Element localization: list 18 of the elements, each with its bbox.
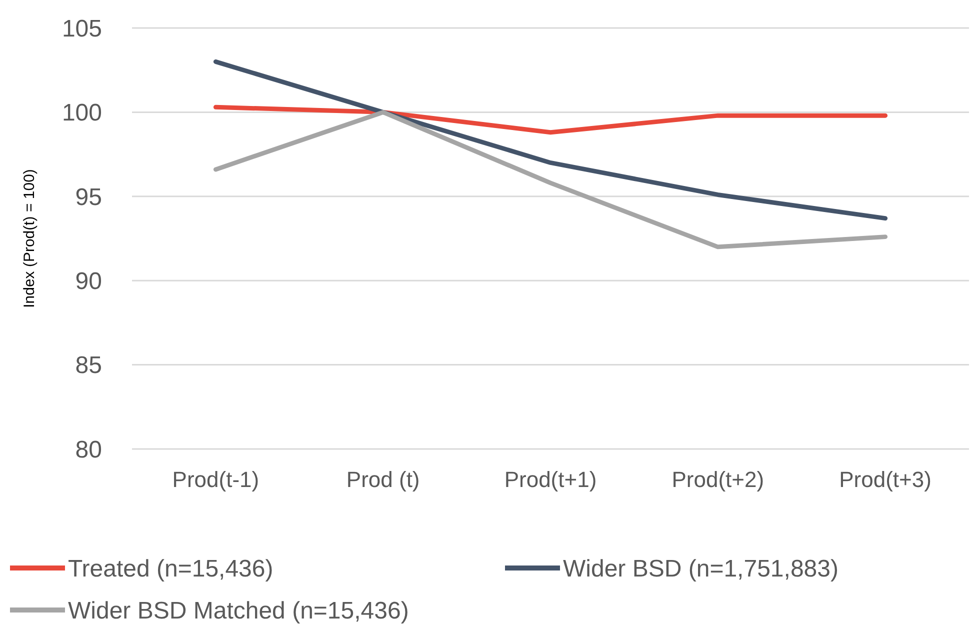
y-tick-label: 95 bbox=[75, 184, 102, 211]
x-tick-label: Prod(t+1) bbox=[504, 467, 597, 492]
y-tick-label: 80 bbox=[75, 436, 102, 464]
y-tick-label: 100 bbox=[62, 100, 102, 127]
y-tick-label: 90 bbox=[75, 268, 102, 295]
y-axis-title: Index (Prod(t) = 100) bbox=[21, 169, 38, 308]
x-tick-label: Prod(t+3) bbox=[839, 467, 932, 492]
legend-label: Wider BSD Matched (n=15,436) bbox=[68, 597, 409, 624]
y-tick-label: 85 bbox=[75, 352, 102, 380]
x-tick-label: Prod (t) bbox=[346, 467, 420, 492]
legend-label: Wider BSD (n=1,751,883) bbox=[563, 555, 838, 582]
line-series bbox=[213, 104, 888, 135]
x-tick-label: Prod(t+2) bbox=[672, 467, 764, 492]
y-tick-label: 105 bbox=[62, 15, 102, 42]
legend-label: Treated (n=15,436) bbox=[68, 555, 274, 582]
line-series bbox=[213, 59, 888, 221]
x-tick-label: Prod(t-1) bbox=[172, 467, 260, 492]
line-series bbox=[213, 110, 888, 250]
